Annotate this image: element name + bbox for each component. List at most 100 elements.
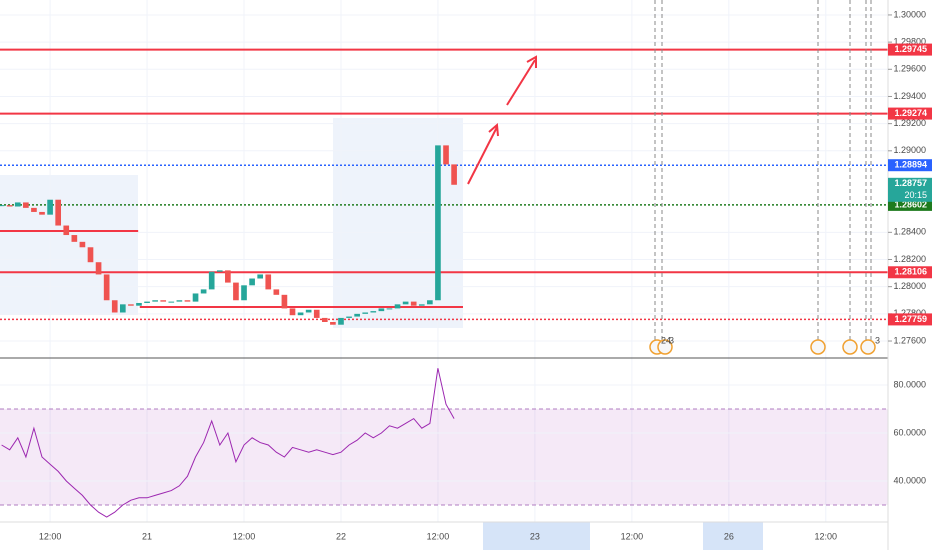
price-tag-label: 1.28894 [894,160,927,170]
y-tick-label: 1.30000 [893,9,926,19]
candle-body [451,164,457,185]
time-highlight [703,522,763,550]
candle-body [297,312,304,316]
event-icons [649,339,876,355]
candle-body [443,145,449,165]
candle-body [200,289,207,294]
event-icon[interactable] [842,339,858,355]
x-tick-label: 26 [724,531,734,541]
event-markers [654,0,872,340]
candle-body [168,301,175,303]
candle-body [394,304,401,309]
price-tag [888,159,932,172]
candle-body [79,241,86,248]
rsi-tick-label: 40.0000 [893,475,926,485]
candle-body [136,302,142,306]
event-count: 3 [669,335,674,345]
y-tick-label: 1.27600 [893,335,926,345]
candle-body [31,207,37,212]
candle-body [321,317,328,322]
candle-body [6,205,13,207]
candle-body [402,301,409,305]
x-tick-label: 12:00 [815,531,838,541]
event-count: 3 [875,335,880,345]
candle-body [313,309,320,318]
y-tick-label: 1.27800 [893,308,926,318]
candle-body [418,304,425,306]
time-highlight [483,522,590,550]
candle-body [103,274,110,301]
y-tick-label: 1.28400 [893,227,926,237]
price-tag [888,198,932,211]
rsi-tick-label: 60.0000 [893,427,926,437]
candle-body [289,308,296,316]
candle-body [257,274,264,279]
event-icon[interactable] [810,339,826,355]
x-tick-label: 21 [142,531,152,541]
event-icon[interactable] [657,339,673,355]
levels [0,48,888,321]
y-tick-label: 1.29600 [893,64,926,74]
arrows [467,55,537,185]
candle-body [71,235,78,242]
range-box [333,118,463,328]
price-tag [888,313,932,326]
candle-body [346,316,352,318]
x-tick-label: 12:00 [233,531,256,541]
candle-body [216,270,223,272]
arrow [467,122,499,185]
candle-body [55,199,62,226]
candle-body [362,312,369,314]
y-tick-label: 1.28200 [893,254,926,264]
current-price-tag [888,177,932,202]
y-tick-label: 1.29400 [893,91,926,101]
x-tick-label: 12:00 [39,531,62,541]
price-tag-label: 1.29745 [894,44,927,54]
candle-body [378,308,385,312]
candle-body [265,274,272,290]
candle-body [144,301,150,303]
candle-body [273,289,280,295]
candle-body [427,300,433,305]
candles [0,145,457,325]
candle-body [63,225,70,236]
candle-body [160,300,167,302]
candle-body [14,202,21,207]
candle-body [435,145,441,301]
candle-body [249,278,255,286]
candle-body [410,301,417,306]
price-tag-label: 1.28602 [894,199,927,209]
grid [0,0,888,522]
countdown-label: 20:15 [904,190,927,200]
y-tick-label: 1.29200 [893,118,926,128]
candle-body [23,202,29,208]
candle-body [225,270,231,283]
candle-body [338,317,344,325]
price-tag-label: 1.29274 [894,108,927,118]
candle-body [192,293,199,302]
candle-body [128,304,134,306]
y-tick-label: 1.29000 [893,145,926,155]
candle-body [0,205,5,207]
event-count: 24 [661,335,671,345]
candle-body [330,321,336,325]
price-tag-label: 1.27759 [894,314,927,324]
rsi-panel [0,368,888,518]
event-icon[interactable] [860,339,876,355]
candle-body [281,294,288,309]
price-tag-label: 1.28106 [894,267,927,277]
candle-body [233,282,239,301]
x-tick-label: 23 [530,531,540,541]
candle-body [354,313,360,317]
candle-body [87,247,94,263]
candle-body [184,300,191,302]
candle-body [119,304,126,313]
candle-body [152,300,158,302]
arrow [506,55,537,106]
candle-body [47,199,53,215]
candle-body [370,311,377,313]
rsi-band [0,408,888,505]
candle-body [95,262,102,275]
rsi-tick-label: 80.0000 [893,379,926,389]
